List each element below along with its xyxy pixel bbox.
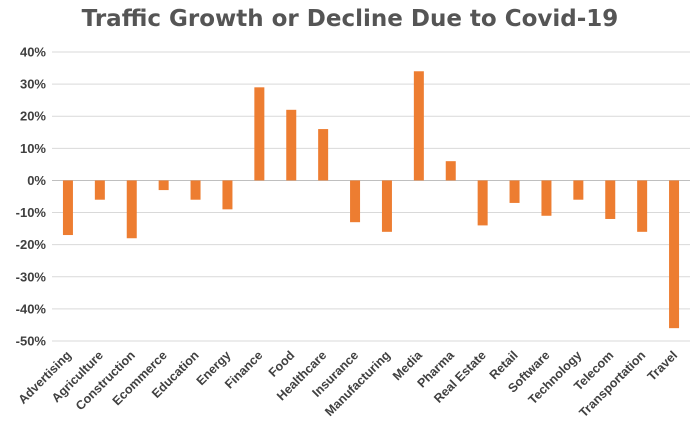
bar-healthcare xyxy=(318,129,329,181)
bar-energy xyxy=(222,180,233,210)
bar-real-estate xyxy=(477,180,488,226)
bar-advertising xyxy=(62,180,73,236)
bar-software xyxy=(541,180,552,216)
bar-travel xyxy=(669,180,680,329)
y-tick-label: 0% xyxy=(27,173,46,188)
bar-food xyxy=(286,109,297,181)
y-tick-label: 30% xyxy=(20,77,46,92)
bar-manufacturing xyxy=(381,180,392,232)
y-tick-label: -40% xyxy=(16,301,47,316)
bar-technology xyxy=(573,180,584,200)
y-tick-label: -20% xyxy=(16,237,47,252)
x-tick-label: Travel xyxy=(645,348,680,383)
bar-education xyxy=(190,180,201,200)
y-tick-label: -10% xyxy=(16,205,47,220)
y-tick-label: -30% xyxy=(16,269,47,284)
y-tick-label: -50% xyxy=(16,334,47,349)
bar-ecommerce xyxy=(158,180,169,191)
bar-construction xyxy=(126,180,137,239)
bar-transportation xyxy=(637,180,648,232)
bar-finance xyxy=(254,87,265,181)
y-tick-label: 20% xyxy=(20,109,46,124)
bar-pharma xyxy=(445,161,456,181)
y-tick-label: 40% xyxy=(20,45,46,60)
y-tick-label: 10% xyxy=(20,141,46,156)
bar-agriculture xyxy=(94,180,105,200)
bar-retail xyxy=(509,180,520,203)
chart-title: Traffic Growth or Decline Due to Covid-1… xyxy=(81,6,619,32)
bar-insurance xyxy=(350,180,361,223)
bar-telecom xyxy=(605,180,616,219)
bar-media xyxy=(413,71,424,181)
